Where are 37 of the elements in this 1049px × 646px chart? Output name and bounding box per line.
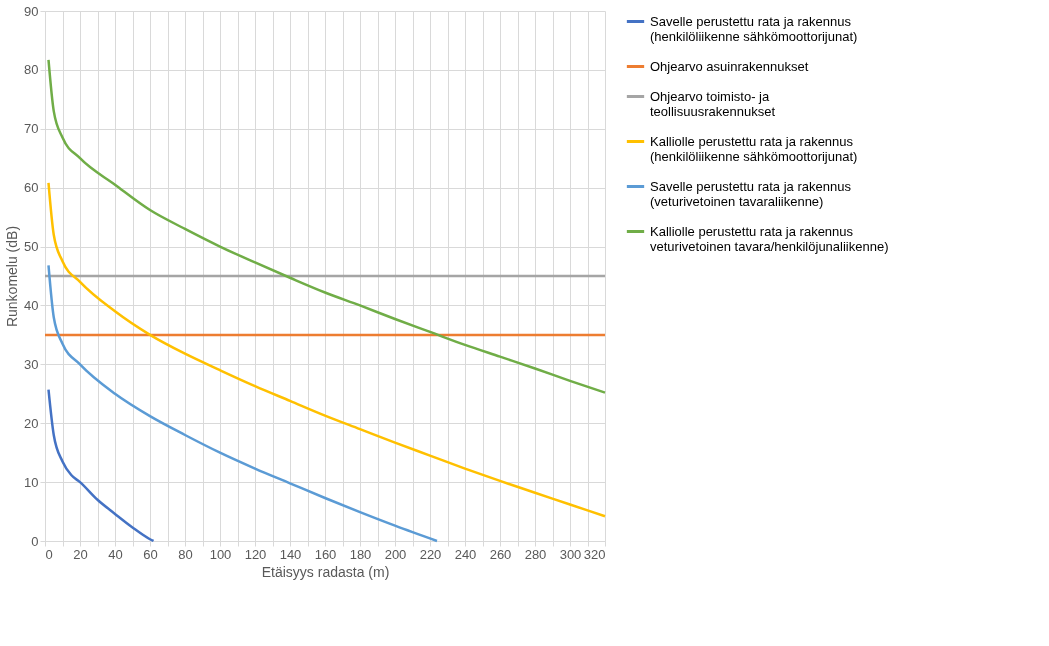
y-tick-label: 60 [24, 180, 39, 196]
x-axis-title: Etäisyys radasta (m) [261, 563, 390, 580]
x-tick-label: 240 [454, 546, 477, 562]
y-axis-title: Runkomelu (dB) [4, 225, 21, 328]
legend-label: Savelle perustettu rata ja rakennus (henkilöliikenne sähkömoottorijunat) [650, 13, 858, 44]
x-tick-label: 220 [419, 546, 442, 562]
y-tick-label: 50 [24, 239, 39, 255]
x-tick-label: 300 [559, 546, 582, 562]
y-tick-label: 30 [24, 356, 39, 372]
y-tick-label: 80 [24, 62, 39, 78]
x-tick-label: 200 [384, 546, 407, 562]
x-tick-label: 120 [244, 546, 267, 562]
x-tick-label: 140 [279, 546, 302, 562]
legend-label: Savelle perustettu rata ja rakennus (veturivetoinen tavaraliikenne) [650, 178, 852, 209]
line-series [47, 388, 155, 543]
y-tick-label: 70 [24, 121, 39, 137]
x-tick-label: 180 [349, 546, 372, 562]
x-tick-label: 80 [178, 546, 193, 562]
y-tick-label: 20 [24, 415, 39, 431]
line-series [47, 264, 439, 543]
x-tick-label: 280 [524, 546, 547, 562]
legend-label: Kalliolle perustettu rata ja rakennus veturivetoinen tavara/henkilöjunaliikenne) [650, 223, 889, 254]
legend-label: Kalliolle perustettu rata ja rakennus (henkilöliikenne sähkömoottorijunat) [650, 133, 858, 164]
y-tick-label: 10 [24, 474, 39, 490]
x-tick-label: 20 [73, 546, 88, 562]
y-tick-label: 40 [24, 297, 39, 313]
y-tick-label: 90 [24, 3, 39, 19]
x-tick-label: 100 [209, 546, 232, 562]
legend-label: Ohjearvo asuinrakennukset [650, 58, 809, 74]
x-tick-label: 60 [143, 546, 158, 562]
y-tick-label: 0 [31, 533, 39, 549]
x-tick-label: 260 [489, 546, 512, 562]
x-tick-label: 0 [45, 546, 53, 562]
x-tick-label: 320 [583, 546, 606, 562]
legend-label: Ohjearvo toimisto- ja teollisuusrakennukset [650, 88, 776, 119]
x-tick-label: 160 [314, 546, 337, 562]
x-tick-label: 40 [108, 546, 123, 562]
